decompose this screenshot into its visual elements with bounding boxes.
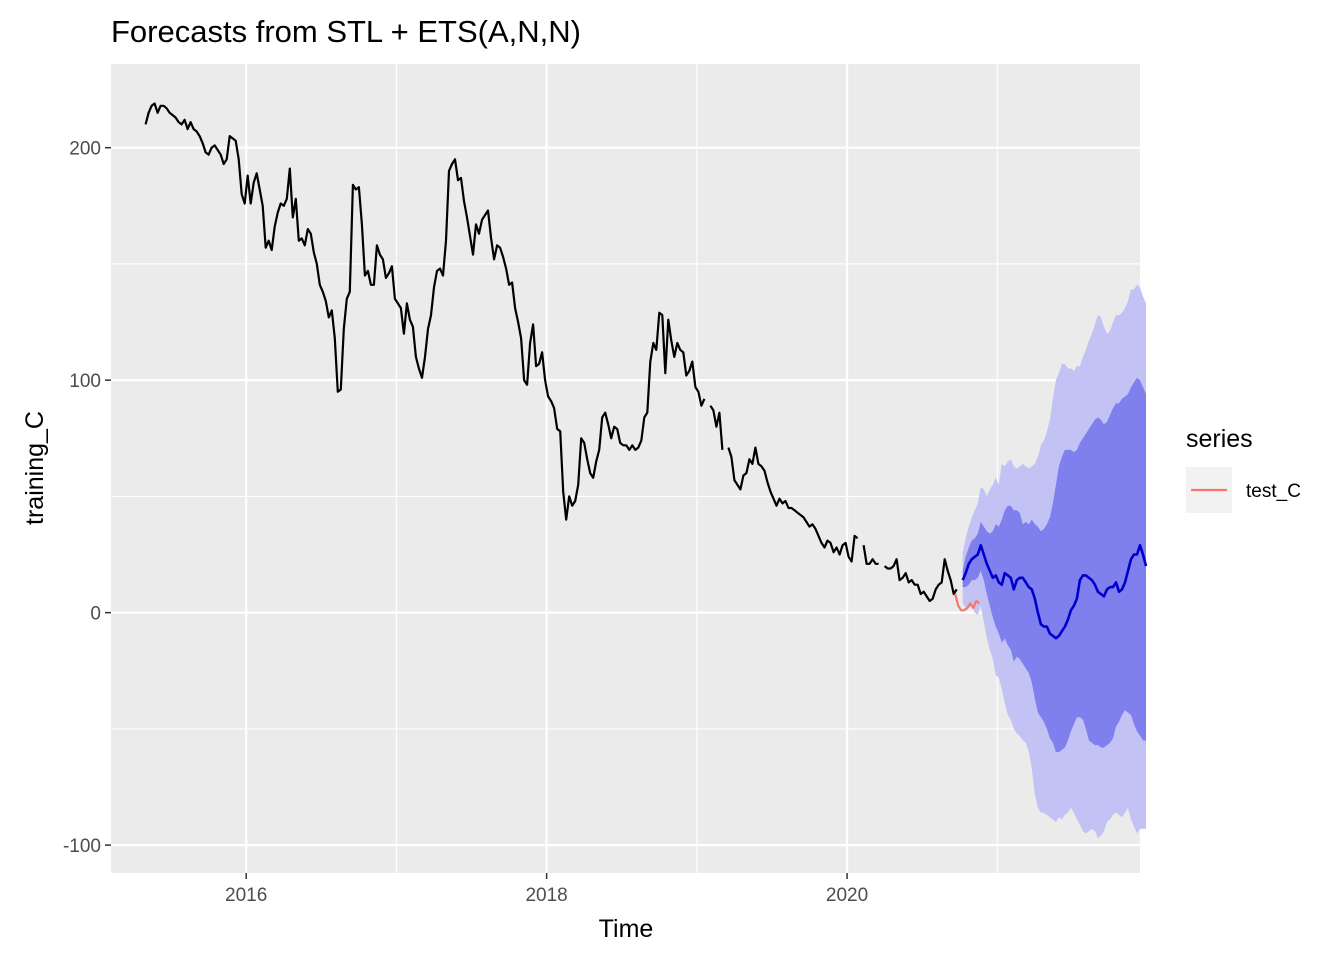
chart-title: Forecasts from STL + ETS(A,N,N) bbox=[111, 14, 581, 49]
y-tick-label: 100 bbox=[69, 371, 101, 392]
y-axis-ticks: -100 0 100 200 bbox=[63, 139, 111, 857]
legend-title: series bbox=[1186, 425, 1253, 453]
training-c-line bbox=[883, 558, 958, 603]
plot-panel bbox=[111, 64, 1140, 873]
y-tick-label: 0 bbox=[90, 604, 101, 625]
x-tick-label: 2018 bbox=[525, 885, 567, 906]
y-tick-label: 200 bbox=[69, 139, 101, 160]
forecast-mean-line bbox=[961, 543, 1148, 640]
x-tick-label: 2020 bbox=[826, 885, 868, 906]
y-tick-label: -100 bbox=[63, 836, 101, 857]
training-c-line bbox=[862, 545, 879, 565]
x-tick-label: 2016 bbox=[225, 885, 267, 906]
forecast-intervals bbox=[962, 284, 1146, 839]
legend-label-test-c: test_C bbox=[1246, 481, 1301, 502]
test-c-line bbox=[954, 593, 980, 612]
training-c-line bbox=[727, 446, 859, 563]
series-lines bbox=[144, 102, 1148, 640]
grid-minor bbox=[111, 64, 1140, 873]
training-c-line bbox=[709, 405, 724, 450]
interval-80-band bbox=[962, 377, 1146, 753]
x-axis-title: Time bbox=[599, 915, 654, 943]
training-c-line bbox=[144, 102, 706, 521]
y-axis-title: training_C bbox=[21, 411, 49, 525]
x-axis-ticks: 2016 2018 2020 bbox=[225, 873, 868, 906]
legend: series test_C bbox=[1186, 425, 1301, 513]
